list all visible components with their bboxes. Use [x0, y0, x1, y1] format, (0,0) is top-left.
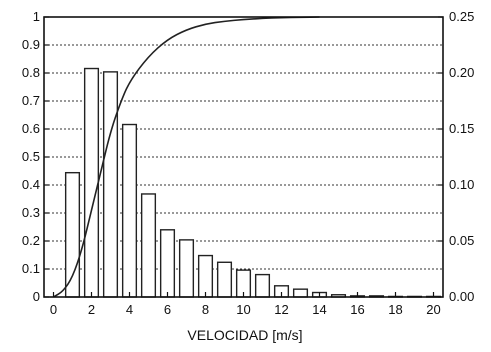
y-left-tick-label: 0.1: [22, 261, 40, 276]
tick-labels: 0 0.1 0.2 0.3 0.4 0.5 0.6 0.7 0.8 0.9 1 0.00 0.05 0.1…: [22, 9, 474, 317]
y-right-tick-label: 0.20: [449, 65, 474, 80]
y-left-tick-label: 0.4: [22, 177, 40, 192]
bar: [292, 288, 309, 298]
y-left-tick-label: 0.2: [22, 233, 40, 248]
x-tick-label: 4: [126, 302, 133, 317]
histogram-bars: [64, 67, 442, 298]
y-left-tick-label: 1: [33, 9, 40, 24]
y-right-tick-label: 0.00: [449, 289, 474, 304]
y-left-tick-label: 0.5: [22, 149, 40, 164]
x-tick-label: 2: [88, 302, 95, 317]
x-tick-label: 12: [274, 302, 288, 317]
axes: [43, 16, 444, 298]
x-tick-label: 10: [236, 302, 250, 317]
bar: [140, 193, 157, 298]
bar: [216, 261, 233, 298]
grid-lines: [44, 44, 443, 270]
bar: [64, 171, 81, 298]
y-left-tick-label: 0.7: [22, 93, 40, 108]
y-right-tick-label: 0.25: [449, 9, 474, 24]
x-tick-label: 20: [426, 302, 440, 317]
bar: [83, 67, 100, 298]
x-tick-label: 6: [164, 302, 171, 317]
y-right-tick-label: 0.10: [449, 177, 474, 192]
bar: [159, 229, 176, 298]
cumulative-curve: [53, 16, 320, 298]
x-tick-label: 14: [312, 302, 326, 317]
y-left-tick-label: 0.6: [22, 121, 40, 136]
bar: [121, 123, 138, 298]
y-left-tick-label: 0: [33, 289, 40, 304]
y-left-tick-label: 0.8: [22, 65, 40, 80]
cumulative-line: [53, 16, 320, 298]
x-tick-label: 8: [202, 302, 209, 317]
y-left-tick-label: 0.3: [22, 205, 40, 220]
y-right-tick-label: 0.15: [449, 121, 474, 136]
bar: [254, 273, 271, 298]
bar: [102, 71, 119, 298]
bar: [178, 239, 195, 298]
x-tick-label: 0: [50, 302, 57, 317]
x-tick-label: 16: [350, 302, 364, 317]
x-tick-label: 18: [388, 302, 402, 317]
y-left-tick-label: 0.9: [22, 37, 40, 52]
x-axis-label: VELOCIDAD [m/s]: [187, 327, 302, 343]
y-right-tick-label: 0.05: [449, 233, 474, 248]
bar: [197, 254, 214, 298]
